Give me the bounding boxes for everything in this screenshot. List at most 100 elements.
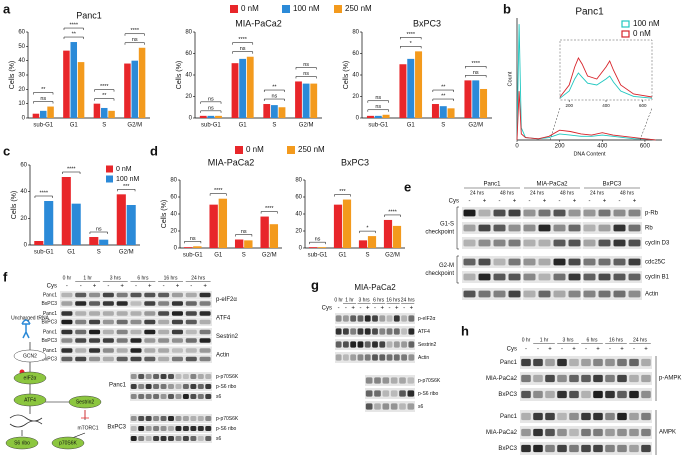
- panel-letter: e: [404, 179, 411, 194]
- blot-band: [407, 403, 415, 410]
- blot-band: [158, 319, 170, 325]
- blot-band: [357, 341, 364, 348]
- treatment-sign: +: [381, 306, 385, 312]
- blot-band: [130, 348, 142, 353]
- blot-band: [182, 435, 189, 442]
- blot-band: [478, 290, 491, 298]
- y-tick-label: 80: [185, 30, 192, 36]
- blot-band: [493, 258, 506, 266]
- y-tick-label: 60: [295, 195, 302, 201]
- legend-swatch: [106, 175, 113, 183]
- zoom-line: [549, 107, 653, 141]
- blot-band: [75, 348, 87, 353]
- significance: ns: [303, 62, 309, 68]
- blot-band: [350, 328, 357, 335]
- significance: **: [102, 93, 107, 99]
- y-tick-label: 20: [18, 87, 25, 93]
- series-line: [559, 72, 653, 99]
- treatment-sign: +: [120, 284, 124, 290]
- treatment-sign: -: [359, 306, 361, 312]
- blot-band: [130, 435, 137, 442]
- blot-band: [508, 209, 521, 217]
- significance: ns: [473, 70, 479, 76]
- bar: [415, 51, 423, 118]
- blot-band: [605, 390, 615, 399]
- blot-band: [365, 377, 373, 384]
- bar: [278, 107, 286, 118]
- bar: [295, 81, 302, 118]
- bar: [399, 64, 407, 118]
- blot-band: [641, 428, 651, 437]
- blot-band: [116, 338, 128, 343]
- x-tick-label: G1: [67, 250, 76, 256]
- blot-band: [343, 341, 349, 348]
- blot-band: [463, 290, 476, 298]
- blot-band: [61, 348, 73, 353]
- blot-band: [581, 358, 591, 367]
- blot-band: [185, 348, 197, 353]
- blot-band: [145, 435, 152, 442]
- blot-band: [130, 338, 142, 343]
- blot-band: [523, 239, 536, 247]
- treatment-sign: +: [644, 347, 648, 353]
- blot-band: [593, 390, 603, 399]
- bar: [207, 115, 215, 118]
- sig-bracket: [89, 231, 108, 234]
- protein-label: Actin: [645, 292, 658, 298]
- treatment-sign: -: [561, 347, 563, 353]
- blot-band: [521, 390, 531, 399]
- treatment-sign: -: [403, 306, 405, 312]
- x-tick-label: S: [97, 250, 101, 256]
- blot-band: [145, 383, 152, 390]
- time-label: 1 hr: [540, 337, 549, 343]
- cell-line-label: BxPC3: [603, 182, 622, 188]
- x-tick-label: G2/M: [385, 253, 400, 259]
- blot-band: [205, 435, 212, 442]
- diagram-label: GCN2: [23, 353, 37, 359]
- blot-background: [462, 256, 642, 268]
- blot-band: [553, 258, 566, 266]
- y-tick-label: 0: [356, 116, 360, 122]
- blot-band: [508, 273, 521, 281]
- significance: ***: [123, 184, 130, 190]
- blot-band: [605, 428, 615, 437]
- blot-band: [628, 273, 641, 281]
- bar: [71, 203, 81, 245]
- blot-band: [386, 354, 393, 361]
- x-tick-label: S: [272, 123, 276, 129]
- legend-label: 100 nM: [116, 176, 140, 183]
- treatment-sign: -: [107, 284, 109, 290]
- blot-band: [61, 301, 73, 306]
- blot-band: [160, 383, 167, 390]
- blot-band: [153, 425, 160, 432]
- x-tick-label: 200: [565, 103, 573, 108]
- blot-band: [568, 290, 581, 298]
- blot-band: [508, 239, 521, 247]
- time-label: 3 hrs: [359, 297, 371, 303]
- y-tick-label: 80: [352, 30, 359, 36]
- blot-band: [175, 383, 182, 390]
- sig-bracket: [432, 98, 454, 102]
- protein-label: p-eIF2α: [216, 297, 237, 303]
- blot-band: [613, 239, 626, 247]
- series-line: [516, 91, 656, 141]
- x-tick-label: G2/M: [468, 123, 483, 129]
- blot-background: [462, 237, 642, 249]
- blot-band: [205, 393, 212, 400]
- legend-label: 250 nM: [298, 145, 325, 154]
- blot-band: [386, 328, 393, 335]
- significance: ns: [208, 105, 214, 111]
- bar: [231, 63, 239, 118]
- bar: [302, 83, 310, 118]
- bar: [263, 104, 271, 118]
- y-tick-label: 0: [174, 246, 178, 252]
- blot-band: [617, 428, 627, 437]
- time-label: 24 hrs: [633, 337, 647, 343]
- significance: ****: [406, 32, 415, 38]
- blot-band: [160, 425, 167, 432]
- blot-band: [617, 374, 627, 383]
- blot-band: [102, 329, 114, 335]
- x-tick-label: 0: [515, 144, 519, 150]
- treatment-sign: -: [80, 284, 82, 290]
